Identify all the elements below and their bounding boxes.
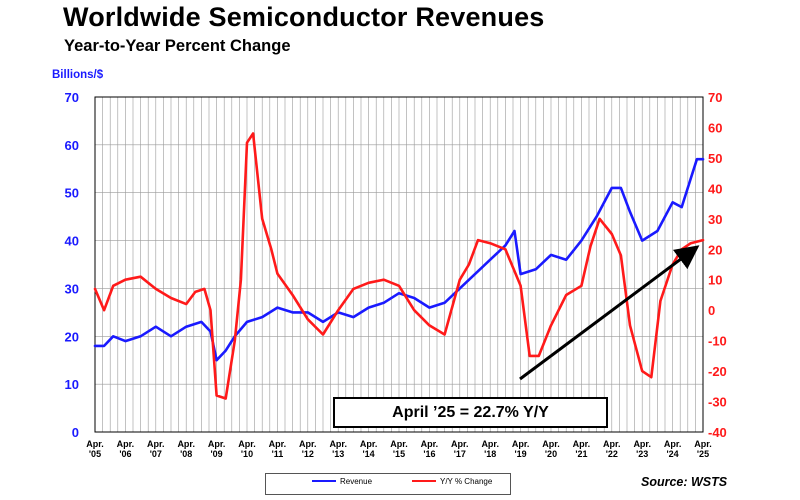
x-tick-label: Apr. '06 (117, 439, 135, 459)
x-tick-label: Apr. '11 (269, 439, 287, 459)
y-right-tick-label: -20 (708, 364, 727, 379)
legend-swatch-yoy (412, 480, 436, 482)
x-tick-label: Apr. '18 (481, 439, 499, 459)
y-right-tick-label: 0 (708, 303, 715, 318)
y-right-tick-label: 30 (708, 212, 722, 227)
y-left-tick-label: 10 (65, 377, 79, 392)
y-right-tick-label: -40 (708, 425, 727, 440)
x-tick-label: Apr. '14 (360, 439, 378, 459)
y-left-tick-label: 70 (65, 90, 79, 105)
x-tick-label: Apr. '13 (329, 439, 347, 459)
y-right-tick-label: 20 (708, 242, 722, 257)
x-tick-label: Apr. '20 (542, 439, 560, 459)
legend-label-yoy: Y/Y % Change (440, 477, 493, 486)
y-right-tick-label: 40 (708, 181, 722, 196)
y-right-tick-label: 70 (708, 90, 722, 105)
x-tick-label: Apr. '16 (421, 439, 439, 459)
chart-subtitle: Year-to-Year Percent Change (64, 37, 291, 55)
x-tick-label: Apr. '07 (147, 439, 165, 459)
source-note: Source: WSTS (641, 475, 728, 489)
y-right-tick-label: 60 (708, 120, 722, 135)
x-tick-label: Apr. '12 (299, 439, 317, 459)
annotation-box: April ’25 = 22.7% Y/Y (333, 397, 608, 428)
x-tick-label: Apr. '17 (451, 439, 469, 459)
y-right-tick-label: 10 (708, 273, 722, 288)
y-left-tick-label: 30 (65, 281, 79, 296)
x-tick-label: Apr. '24 (664, 439, 682, 459)
x-tick-label: Apr. '22 (603, 439, 621, 459)
y-left-tick-label: 0 (72, 425, 79, 440)
y-left-tick-label: 60 (65, 138, 79, 153)
legend: Revenue Y/Y % Change (265, 473, 511, 495)
x-tick-label: Apr. '21 (573, 439, 591, 459)
legend-swatch-revenue (312, 480, 336, 482)
y-right-tick-label: 50 (708, 151, 722, 166)
chart-title: Worldwide Semiconductor Revenues (63, 2, 545, 32)
y-left-tick-label: 40 (65, 234, 79, 249)
x-tick-label: Apr. '10 (238, 439, 256, 459)
trend-arrow (519, 245, 700, 381)
y-right-tick-label: -30 (708, 395, 727, 410)
y-right-tick-label: -10 (708, 334, 727, 349)
x-tick-label: Apr. '15 (390, 439, 408, 459)
x-tick-label: Apr. '23 (633, 439, 651, 459)
x-tick-label: Apr. '25 (694, 439, 712, 459)
x-tick-label: Apr. '09 (208, 439, 226, 459)
series-line-yoy (93, 132, 705, 400)
y-left-tick-label: 20 (65, 329, 79, 344)
legend-label-revenue: Revenue (340, 477, 373, 486)
x-tick-label: Apr. '05 (86, 439, 104, 459)
y-left-tick-label: 50 (65, 186, 79, 201)
left-axis-unit: Billions/$ (52, 69, 104, 81)
plot-frame (94, 96, 704, 433)
x-tick-label: Apr. '19 (512, 439, 530, 459)
x-tick-label: Apr. '08 (177, 439, 195, 459)
